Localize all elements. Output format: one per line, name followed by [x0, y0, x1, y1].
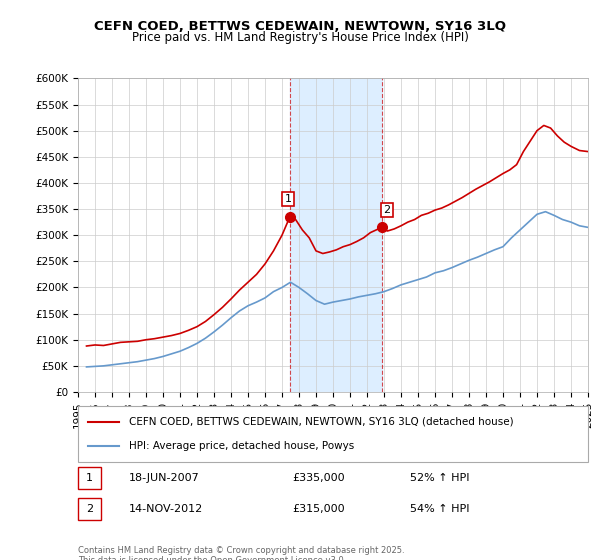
Text: £335,000: £335,000: [292, 473, 345, 483]
Text: 1: 1: [86, 473, 93, 483]
FancyBboxPatch shape: [78, 467, 101, 489]
Text: 2: 2: [86, 504, 93, 514]
Bar: [290, 78, 382, 392]
Text: Price paid vs. HM Land Registry's House Price Index (HPI): Price paid vs. HM Land Registry's House …: [131, 31, 469, 44]
Text: 1: 1: [285, 194, 292, 204]
FancyBboxPatch shape: [78, 406, 588, 462]
FancyBboxPatch shape: [78, 498, 101, 520]
Text: CEFN COED, BETTWS CEDEWAIN, NEWTOWN, SY16 3LQ: CEFN COED, BETTWS CEDEWAIN, NEWTOWN, SY1…: [94, 20, 506, 32]
Text: 14-NOV-2012: 14-NOV-2012: [129, 504, 203, 514]
Text: 54% ↑ HPI: 54% ↑ HPI: [409, 504, 469, 514]
Text: Contains HM Land Registry data © Crown copyright and database right 2025.
This d: Contains HM Land Registry data © Crown c…: [78, 546, 404, 560]
Text: 52% ↑ HPI: 52% ↑ HPI: [409, 473, 469, 483]
Text: 2: 2: [383, 205, 391, 214]
Text: 18-JUN-2007: 18-JUN-2007: [129, 473, 200, 483]
Text: £315,000: £315,000: [292, 504, 345, 514]
Text: HPI: Average price, detached house, Powys: HPI: Average price, detached house, Powy…: [129, 441, 354, 451]
Text: CEFN COED, BETTWS CEDEWAIN, NEWTOWN, SY16 3LQ (detached house): CEFN COED, BETTWS CEDEWAIN, NEWTOWN, SY1…: [129, 417, 514, 427]
